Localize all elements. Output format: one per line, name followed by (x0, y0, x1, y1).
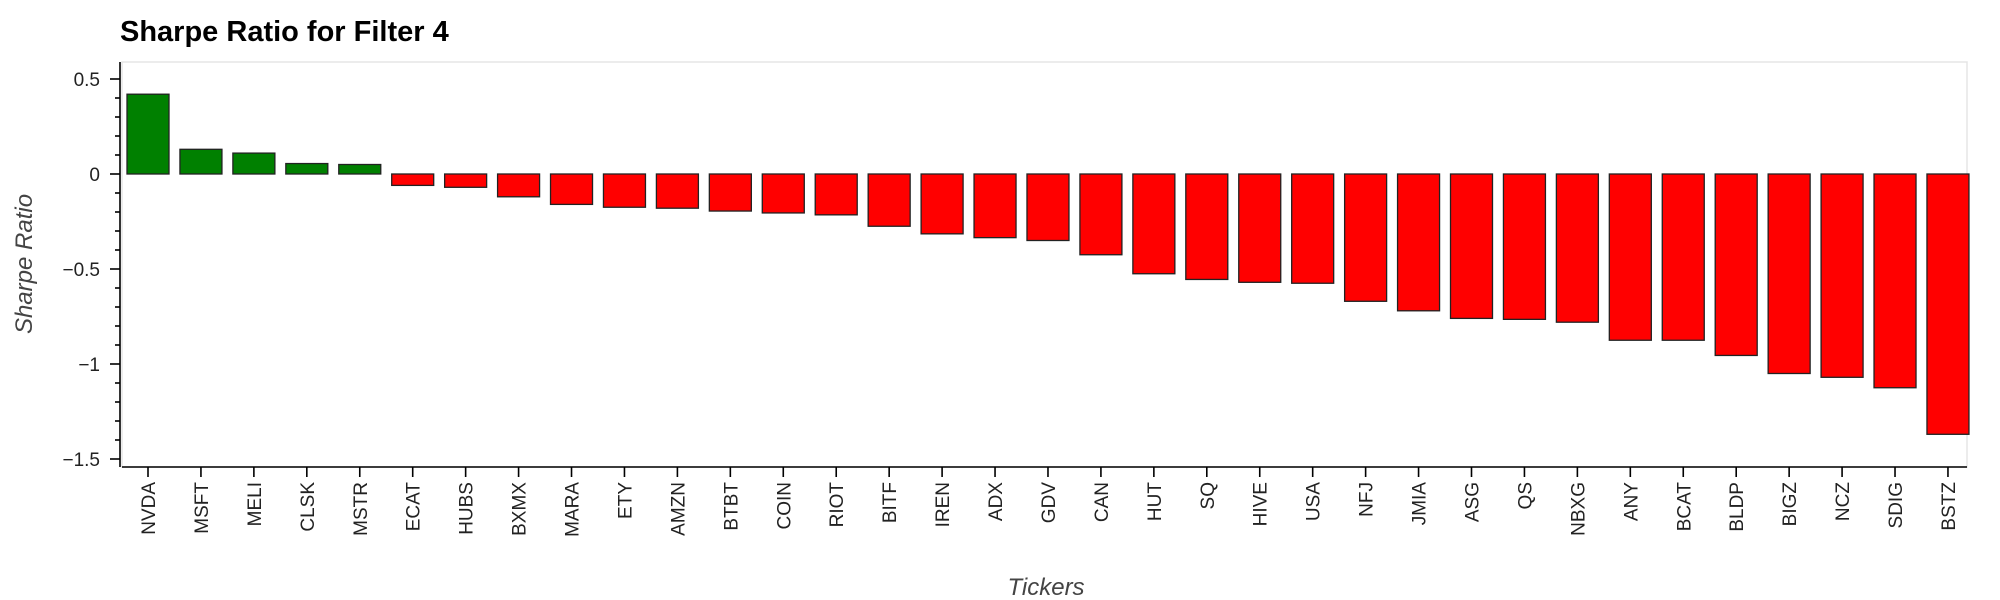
x-tick-label-amzn: AMZN (668, 482, 689, 536)
bar-msft (179, 148, 223, 175)
x-tick-label-can: CAN (1092, 482, 1113, 522)
bar-sdig (1873, 173, 1917, 389)
x-tick-label-bldp: BLDP (1727, 482, 1748, 532)
chart-title: Sharpe Ratio for Filter 4 (120, 16, 449, 48)
x-tick-label-nvda: NVDA (139, 482, 160, 535)
bar-adx (973, 173, 1017, 239)
x-tick-label-hive: HIVE (1251, 482, 1272, 526)
x-tick-label-asg: ASG (1463, 482, 1484, 522)
bar-asg (1449, 173, 1494, 320)
bar-bxmx (496, 173, 541, 198)
x-axis: NVDA MSFT MELI CLSK MSTR ECAT HUBS BXMX MARA ETY A… (122, 466, 1967, 537)
x-tick-label-nfj: NFJ (1357, 482, 1378, 517)
bar-bcat (1661, 173, 1705, 341)
x-tick-label-ety: ETY (615, 482, 636, 519)
x-tick-label-btbt: BTBT (721, 482, 742, 531)
bar-nvda (126, 93, 170, 175)
x-tick-label-gdv: GDV (1039, 482, 1060, 524)
x-tick-label-mara: MARA (563, 482, 584, 537)
x-tick-label-qs: QS (1515, 482, 1536, 509)
y-tick-label: −1.5 (62, 450, 100, 471)
x-tick-label-hut: HUT (1145, 482, 1166, 521)
bar-riot (814, 173, 858, 216)
bar-gdv (1026, 173, 1070, 242)
bar-bitf (867, 173, 911, 227)
x-tick-label-jmia: JMIA (1410, 482, 1431, 526)
bar-sq (1185, 173, 1229, 281)
x-tick-label-bigz: BIGZ (1780, 482, 1801, 527)
bar-ncz (1820, 173, 1864, 378)
x-tick-label-any: ANY (1621, 482, 1642, 521)
x-tick-label-nbxg: NBXG (1568, 482, 1589, 536)
bar-ety (602, 173, 647, 208)
y-axis: 0.5 0 −0.5 −1 −1.5 (62, 62, 121, 471)
bar-any (1608, 173, 1652, 341)
x-tick-label-riot: RIOT (827, 482, 848, 528)
bar-bigz (1767, 173, 1811, 375)
bar-hive (1238, 173, 1282, 283)
x-tick-label-bitf: BITF (880, 482, 901, 523)
bars-group (126, 93, 1970, 435)
bar-qs (1502, 173, 1547, 321)
bar-meli (232, 152, 276, 175)
bar-nbxg (1555, 173, 1600, 323)
x-tick-label-bcat: BCAT (1674, 482, 1695, 532)
bar-hubs (443, 173, 488, 188)
bar-ecat (391, 173, 435, 187)
y-axis-label: Sharpe Ratio (11, 194, 38, 334)
bar-nfj (1343, 173, 1388, 302)
bar-btbt (708, 173, 752, 212)
x-tick-label-meli: MELI (245, 482, 266, 526)
y-tick-label: −0.5 (62, 260, 100, 281)
x-axis-label: Tickers (1007, 574, 1084, 600)
x-tick-label-clsk: CLSK (298, 482, 319, 532)
x-tick-label-coin: COIN (774, 482, 795, 530)
bar-coin (761, 173, 805, 214)
bar-clsk (285, 162, 329, 175)
x-tick-label-iren: IREN (933, 482, 954, 527)
y-tick-label: −1 (78, 355, 100, 376)
x-tick-label-hubs: HUBS (457, 482, 478, 535)
x-tick-label-ecat: ECAT (404, 482, 425, 532)
bar-usa (1291, 173, 1335, 284)
bar-amzn (655, 173, 700, 209)
bar-iren (920, 173, 964, 235)
x-tick-label-mstr: MSTR (351, 482, 372, 536)
bar-can (1079, 173, 1123, 256)
y-tick-label: 0 (89, 165, 100, 186)
bar-mstr (338, 163, 382, 175)
bar-bstz (1926, 173, 1970, 435)
x-tick-label-ncz: NCZ (1833, 482, 1854, 521)
x-tick-label-bxmx: BXMX (510, 482, 531, 536)
x-tick-label-msft: MSFT (192, 482, 213, 534)
bar-bldp (1714, 173, 1758, 357)
x-tick-label-usa: USA (1304, 482, 1325, 521)
x-tick-label-sdig: SDIG (1886, 482, 1907, 528)
bar-hut (1132, 173, 1176, 275)
x-tick-label-bstz: BSTZ (1939, 482, 1960, 531)
y-tick-label: 0.5 (74, 70, 100, 91)
bar-jmia (1396, 173, 1441, 312)
x-tick-label-sq: SQ (1198, 482, 1219, 509)
x-tick-label-adx: ADX (986, 482, 1007, 521)
bar-mara (549, 173, 594, 206)
